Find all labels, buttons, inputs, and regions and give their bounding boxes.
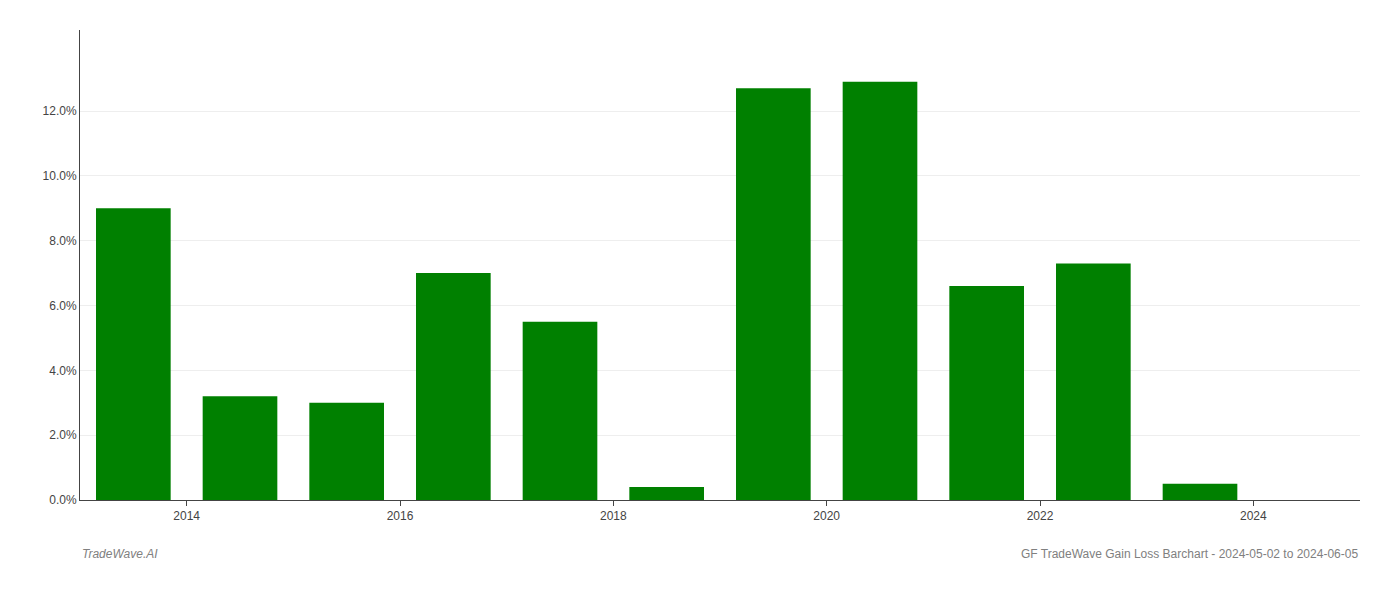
svg-text:2016: 2016 xyxy=(387,509,414,523)
svg-text:2020: 2020 xyxy=(813,509,840,523)
svg-text:2018: 2018 xyxy=(600,509,627,523)
svg-text:0.0%: 0.0% xyxy=(49,493,77,507)
svg-text:4.0%: 4.0% xyxy=(49,364,77,378)
svg-text:GF TradeWave Gain Loss Barchar: GF TradeWave Gain Loss Barchart - 2024-0… xyxy=(1021,547,1358,561)
svg-text:2.0%: 2.0% xyxy=(49,428,77,442)
svg-text:2024: 2024 xyxy=(1240,509,1267,523)
svg-text:2022: 2022 xyxy=(1027,509,1054,523)
svg-text:TradeWave.AI: TradeWave.AI xyxy=(82,547,158,561)
svg-text:8.0%: 8.0% xyxy=(49,234,77,248)
svg-text:6.0%: 6.0% xyxy=(49,299,77,313)
svg-text:2014: 2014 xyxy=(173,509,200,523)
svg-text:10.0%: 10.0% xyxy=(43,169,77,183)
svg-text:12.0%: 12.0% xyxy=(43,104,77,118)
